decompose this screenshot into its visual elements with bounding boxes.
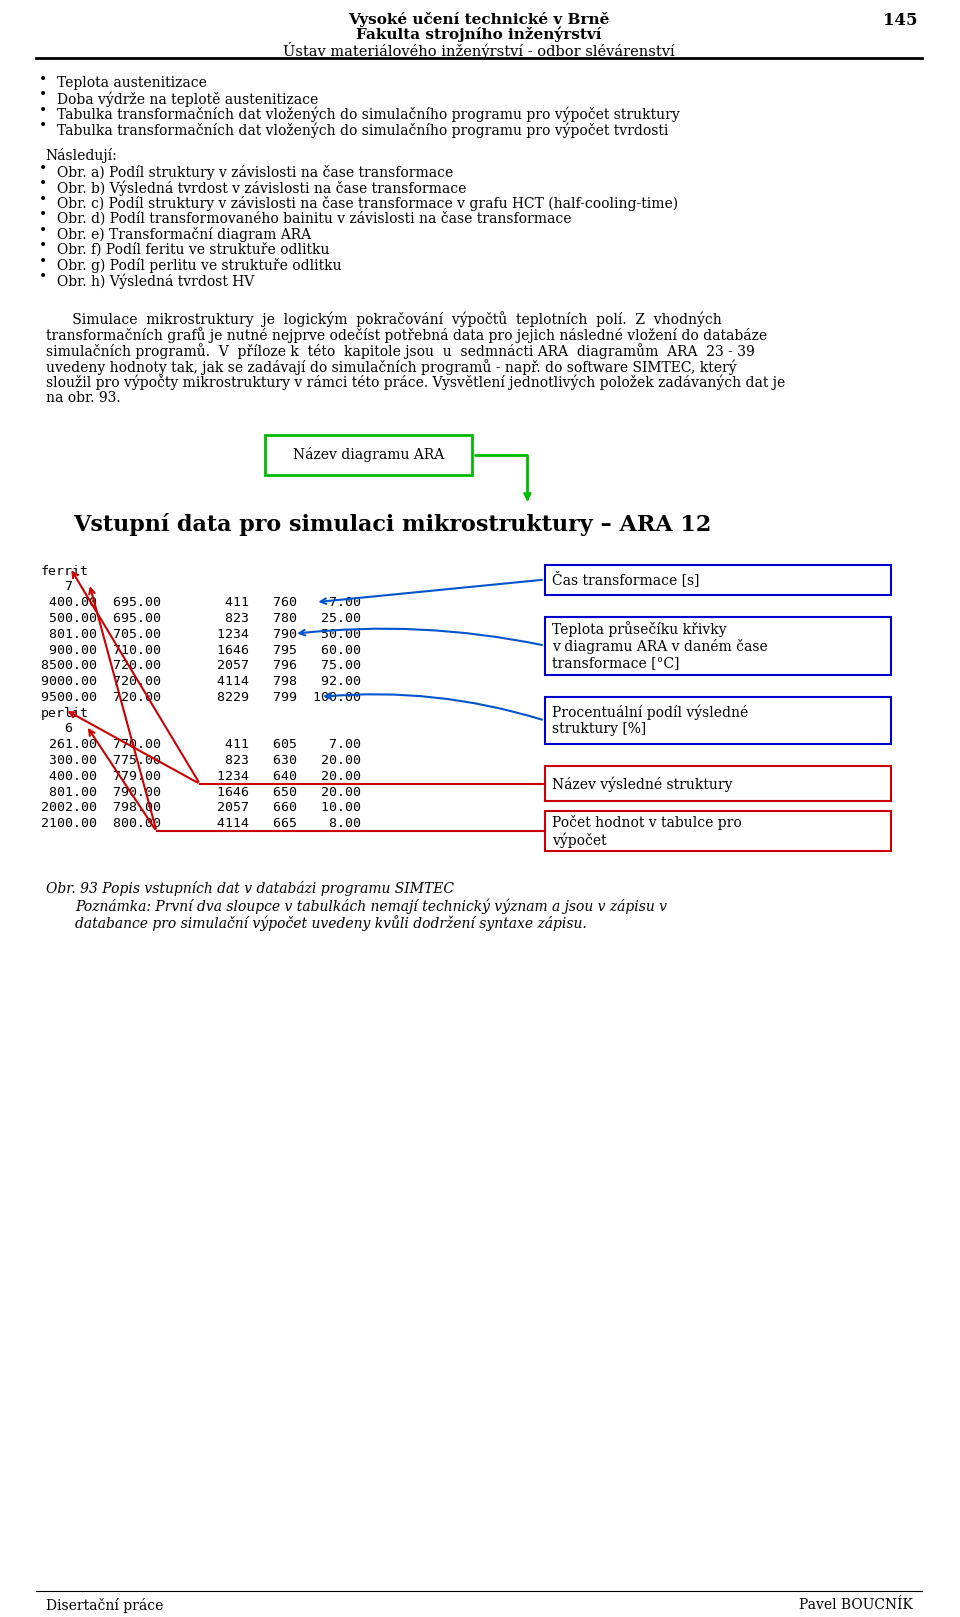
Text: •: • [38, 270, 47, 285]
Text: 145: 145 [883, 11, 918, 29]
Text: 9500.00  720.00       8229   799  100.00: 9500.00 720.00 8229 799 100.00 [41, 690, 361, 703]
FancyBboxPatch shape [544, 812, 892, 852]
Text: •: • [38, 255, 47, 268]
Text: 261.00  770.00        411   605    7.00: 261.00 770.00 411 605 7.00 [41, 739, 361, 752]
Text: Vstupní data pro simulaci mikrostruktury – ARA 12: Vstupní data pro simulaci mikrostruktury… [73, 513, 711, 535]
Text: 2002.00  798.00       2057   660   10.00: 2002.00 798.00 2057 660 10.00 [41, 802, 361, 815]
Text: •: • [38, 223, 47, 238]
Text: Následují:: Následují: [46, 147, 117, 163]
Text: perlit: perlit [41, 707, 89, 720]
Text: Disertační práce: Disertační práce [46, 1598, 163, 1612]
FancyBboxPatch shape [544, 564, 892, 595]
FancyBboxPatch shape [544, 766, 892, 802]
FancyBboxPatch shape [265, 435, 472, 475]
Text: •: • [38, 192, 47, 207]
Text: Obr. a) Podíl struktury v závislosti na čase transformace: Obr. a) Podíl struktury v závislosti na … [58, 165, 454, 179]
Text: 900.00  710.00       1646   795   60.00: 900.00 710.00 1646 795 60.00 [41, 644, 361, 657]
Text: 7: 7 [41, 581, 73, 593]
Text: Název výsledné struktury: Název výsledné struktury [552, 776, 732, 792]
Text: transformačních grafů je nutné nejprve odečíst potřebná data pro jejich následné: transformačních grafů je nutné nejprve o… [46, 327, 767, 343]
Text: •: • [38, 178, 47, 191]
Text: Pavel BOUCNÍK: Pavel BOUCNÍK [799, 1598, 913, 1612]
Text: •: • [38, 209, 47, 223]
Text: Simulace  mikrostruktury  je  logickým  pokračování  výpočtů  teplotních  polí. : Simulace mikrostruktury je logickým pokr… [46, 310, 722, 327]
Text: 400.00  779.00       1234   640   20.00: 400.00 779.00 1234 640 20.00 [41, 770, 361, 783]
Text: Obr. 93 Popis vstupních dat v databázi programu SIMTEC: Obr. 93 Popis vstupních dat v databázi p… [46, 881, 454, 896]
Text: •: • [38, 89, 47, 102]
Text: Obr. f) Podíl feritu ve struktuře odlitku: Obr. f) Podíl feritu ve struktuře odlitk… [58, 243, 330, 257]
Text: Teplota průsečíku křivky
v diagramu ARA v daném čase
transformace [°C]: Teplota průsečíku křivky v diagramu ARA … [552, 621, 768, 671]
Text: simulačních programů.  V  příloze k  této  kapitole jsou  u  sedmnácti ARA  diag: simulačních programů. V příloze k této k… [46, 343, 755, 359]
Text: Obr. h) Výsledná tvrdost HV: Obr. h) Výsledná tvrdost HV [58, 273, 254, 289]
Text: na obr. 93.: na obr. 93. [46, 391, 120, 404]
FancyBboxPatch shape [544, 616, 892, 674]
Text: 2100.00  800.00       4114   665    8.00: 2100.00 800.00 4114 665 8.00 [41, 817, 361, 830]
Text: 500.00  695.00        823   780   25.00: 500.00 695.00 823 780 25.00 [41, 611, 361, 624]
Text: •: • [38, 103, 47, 118]
Text: 300.00  775.00        823   630   20.00: 300.00 775.00 823 630 20.00 [41, 754, 361, 766]
Text: ferrit: ferrit [41, 564, 89, 577]
Text: Počet hodnot v tabulce pro
výpočet: Počet hodnot v tabulce pro výpočet [552, 815, 742, 847]
Text: databance pro simulační výpočet uvedeny kvůli dodržení syntaxe zápisu.: databance pro simulační výpočet uvedeny … [75, 915, 587, 931]
Text: 400.00  695.00        411   760    7.00: 400.00 695.00 411 760 7.00 [41, 597, 361, 610]
Text: Ústav materiálového inženýrství - odbor slévárenství: Ústav materiálového inženýrství - odbor … [283, 42, 675, 58]
Text: •: • [38, 73, 47, 87]
Text: Poznámka: První dva sloupce v tabulkách nemají technický význam a jsou v zápisu : Poznámka: První dva sloupce v tabulkách … [75, 899, 667, 914]
Text: Obr. d) Podíl transformovaného bainitu v závislosti na čase transformace: Obr. d) Podíl transformovaného bainitu v… [58, 212, 572, 226]
Text: •: • [38, 162, 47, 176]
Text: uvedeny hodnoty tak, jak se zadávají do simulačních programů - např. do software: uvedeny hodnoty tak, jak se zadávají do … [46, 359, 736, 375]
Text: 801.00  705.00       1234   790   50.00: 801.00 705.00 1234 790 50.00 [41, 627, 361, 640]
Text: •: • [38, 120, 47, 134]
Text: Název diagramu ARA: Název diagramu ARA [294, 448, 444, 462]
Text: Tabulka transformačních dat vložených do simulačního programu pro výpočet strukt: Tabulka transformačních dat vložených do… [58, 107, 680, 123]
Text: Fakulta strojního inženýrství: Fakulta strojního inženýrství [356, 27, 602, 42]
Text: Teplota austenitizace: Teplota austenitizace [58, 76, 207, 91]
Text: Obr. g) Podíl perlitu ve struktuře odlitku: Obr. g) Podíl perlitu ve struktuře odlit… [58, 257, 342, 273]
Text: Doba výdrže na teplotě austenitizace: Doba výdrže na teplotě austenitizace [58, 92, 319, 107]
Text: Obr. b) Výsledná tvrdost v závislosti na čase transformace: Obr. b) Výsledná tvrdost v závislosti na… [58, 181, 467, 196]
Text: 9000.00  720.00       4114   798   92.00: 9000.00 720.00 4114 798 92.00 [41, 676, 361, 689]
Text: •: • [38, 239, 47, 254]
Text: Čas transformace [s]: Čas transformace [s] [552, 572, 700, 587]
Text: Obr. e) Transformační diagram ARA: Obr. e) Transformační diagram ARA [58, 226, 311, 243]
FancyBboxPatch shape [544, 697, 892, 744]
Text: sloužil pro výpočty mikrostruktury v rámci této práce. Vysvětlení jednotlivých p: sloužil pro výpočty mikrostruktury v rám… [46, 375, 785, 390]
Text: 8500.00  720.00       2057   796   75.00: 8500.00 720.00 2057 796 75.00 [41, 660, 361, 673]
Text: Tabulka transformačních dat vložených do simulačního programu pro výpočet tvrdos: Tabulka transformačních dat vložených do… [58, 123, 669, 137]
Text: 801.00  790.00       1646   650   20.00: 801.00 790.00 1646 650 20.00 [41, 786, 361, 799]
Text: Procentuální podíl výsledné
struktury [%]: Procentuální podíl výsledné struktury [%… [552, 705, 749, 736]
Text: Obr. c) Podíl struktury v závislosti na čase transformace v grafu HCT (half-cool: Obr. c) Podíl struktury v závislosti na … [58, 196, 679, 210]
Text: 6: 6 [41, 723, 73, 736]
Text: Vysoké učení technické v Brně: Vysoké učení technické v Brně [348, 11, 610, 27]
